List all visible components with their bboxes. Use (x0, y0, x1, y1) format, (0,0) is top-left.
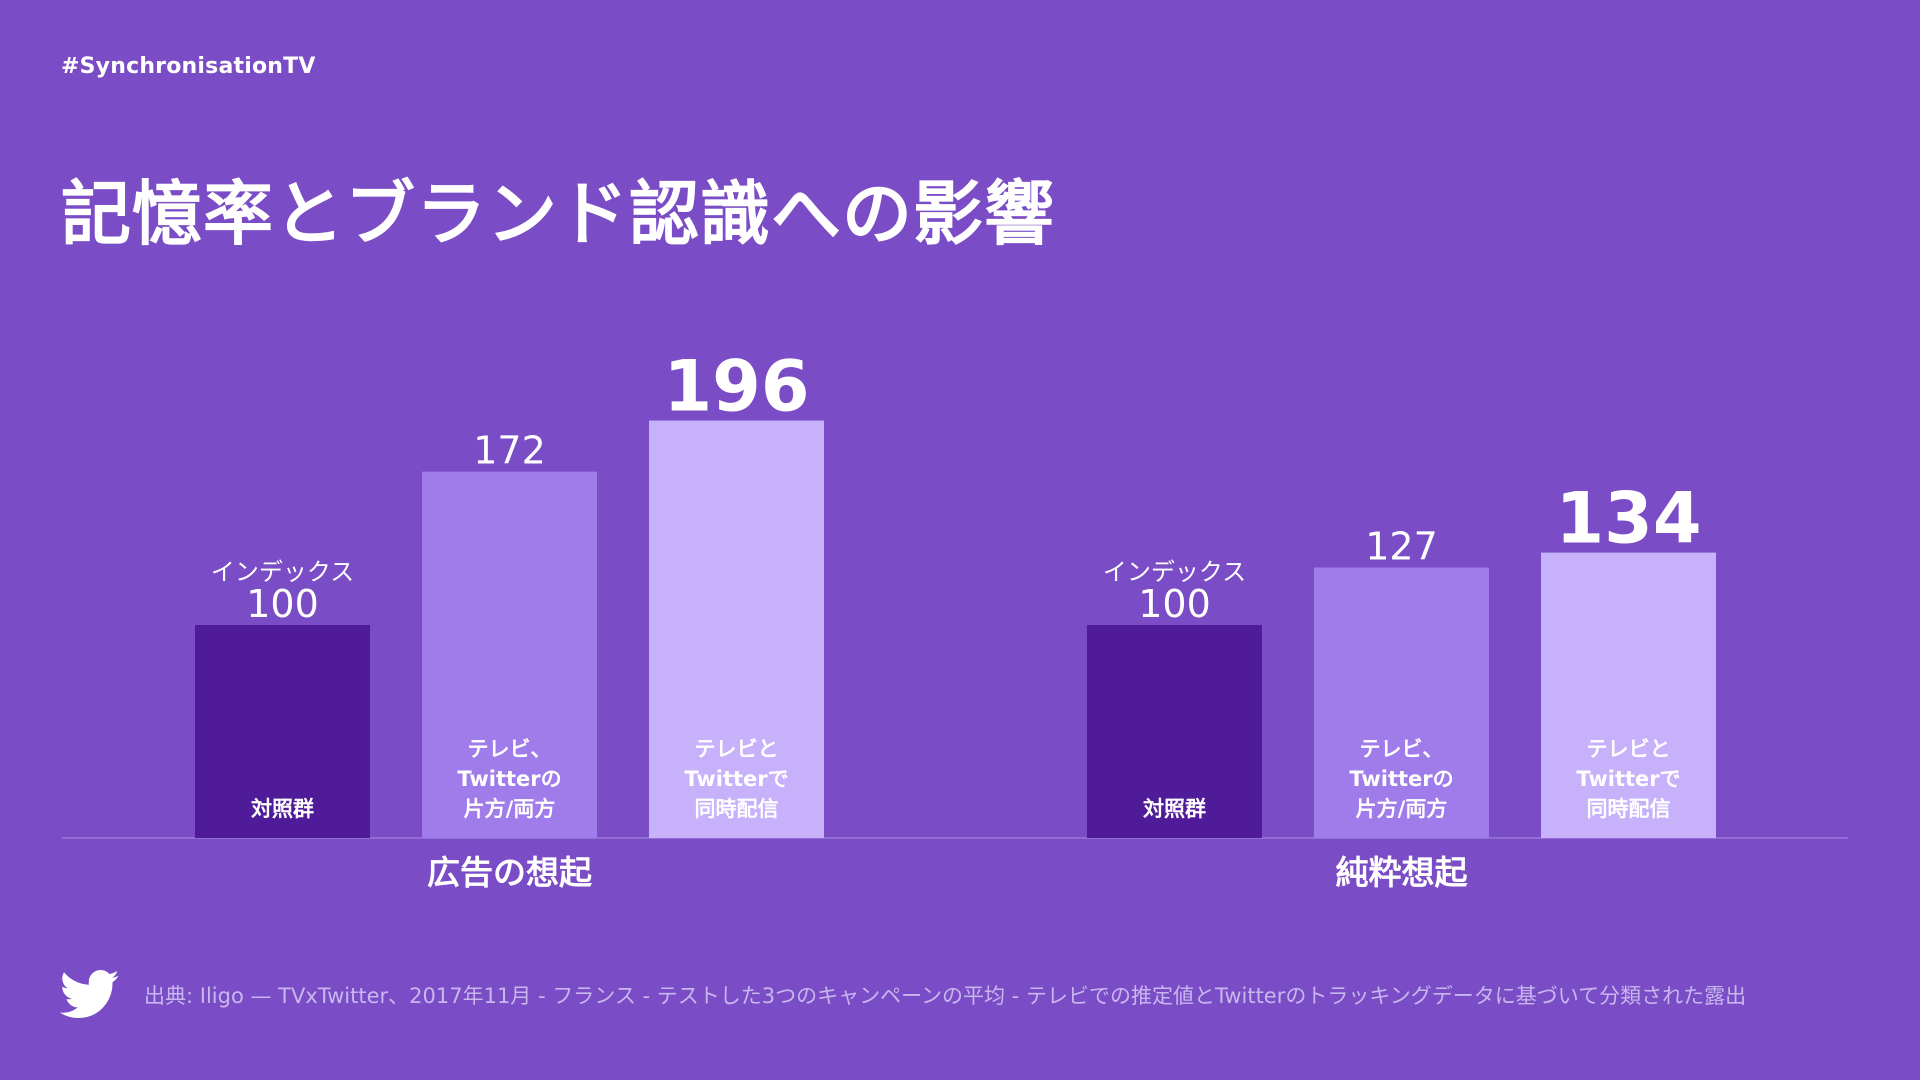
bar-category-label: 対照群 (1143, 797, 1206, 821)
source-note: 出典: Iligo — TVxTwitter、2017年11月 - フランス -… (144, 984, 1747, 1008)
bar-category-label: テレビと (1587, 737, 1671, 761)
bar-1-1 (195, 625, 370, 838)
twitter-bird-icon (60, 970, 119, 1018)
value-label: 196 (663, 346, 809, 428)
bar-2-3 (1541, 552, 1716, 838)
bar-category-label: Twitterで (1576, 767, 1680, 791)
bar-category-label: 同時配信 (1587, 797, 1671, 821)
value-label: 172 (473, 429, 546, 473)
hashtag: #SynchronisationTV (61, 54, 316, 79)
bar-category-label: Twitterの (1349, 767, 1453, 791)
bar-1-3 (649, 420, 824, 838)
value-label: 127 (1365, 524, 1438, 568)
bar-category-label: テレビ、 (468, 737, 552, 761)
bar-category-label: Twitterの (457, 767, 561, 791)
index-label: インデックス (211, 558, 354, 586)
value-label: 100 (246, 582, 319, 626)
bar-1-2 (422, 471, 597, 838)
group-label: 純粋想起 (1336, 853, 1469, 892)
bar-2-1 (1087, 625, 1262, 838)
bar-category-label: 片方/両方 (1356, 797, 1448, 821)
value-label: 134 (1555, 478, 1701, 560)
index-label: インデックス (1103, 558, 1246, 586)
bar-category-label: テレビ、 (1360, 737, 1444, 761)
footer: 出典: Iligo — TVxTwitter、2017年11月 - フランス -… (60, 970, 1746, 1020)
bar-category-label: 同時配信 (695, 797, 779, 821)
bar-2-2 (1314, 567, 1489, 838)
page-title: 記憶率とブランド認識への影響 (61, 173, 1055, 255)
group-label: 広告の想起 (427, 853, 593, 892)
bar-category-label: 片方/両方 (464, 797, 556, 821)
bar-category-label: テレビと (695, 737, 779, 761)
value-label: 100 (1138, 582, 1211, 626)
bar-category-label: 対照群 (251, 797, 314, 821)
bar-category-label: Twitterで (684, 767, 788, 791)
